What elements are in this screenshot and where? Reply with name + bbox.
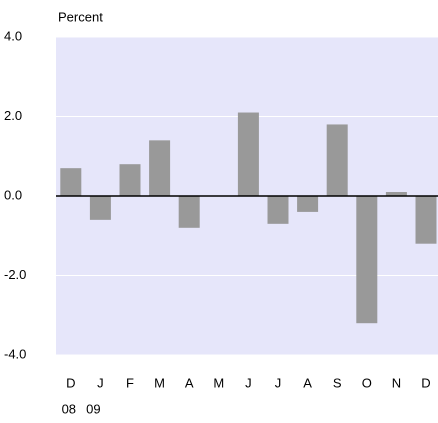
x-tick-label: O [362,375,372,390]
x-tick-label: D [421,375,430,390]
y-tick-label: 0.0 [4,187,22,202]
bar [60,168,82,196]
x-tick-label: M [154,375,165,390]
x-tick-label: A [185,375,194,390]
bar [149,140,171,196]
x-sublabel: 08 [62,401,76,416]
y-tick-label: -4.0 [4,346,26,361]
x-tick-label: N [392,375,401,390]
x-tick-label: J [275,375,282,390]
x-tick-label: M [213,375,224,390]
x-tick-label: J [245,375,252,390]
bar [267,196,289,224]
bar [356,196,378,324]
bar [178,196,200,228]
x-sublabel: 09 [86,401,100,416]
bar [89,196,111,220]
y-axis-label: Percent [58,9,103,24]
x-tick-label: F [126,375,134,390]
bar [415,196,437,244]
x-tick-label: J [97,375,104,390]
y-tick-label: 4.0 [4,28,22,43]
x-tick-label: S [333,375,342,390]
bar [297,196,319,212]
bar [237,112,259,196]
bar [385,192,407,196]
x-tick-label: A [303,375,312,390]
y-tick-label: 2.0 [4,108,22,123]
bar [326,124,348,196]
bar [119,164,141,196]
x-tick-label: D [66,375,75,390]
y-tick-label: -2.0 [4,267,26,282]
